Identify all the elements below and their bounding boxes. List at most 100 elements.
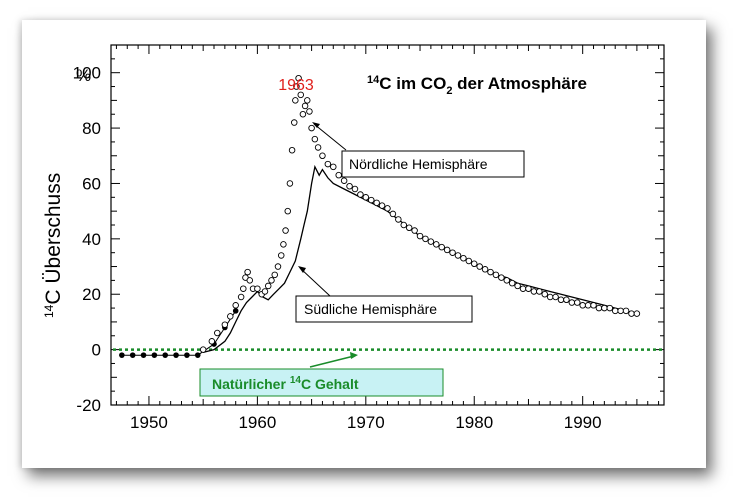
series-north-point — [584, 302, 592, 309]
series-north-point — [282, 227, 289, 234]
title-sup: 14 — [367, 74, 380, 86]
series-north-point — [367, 196, 375, 204]
series-north-point — [541, 290, 548, 298]
series-north-point — [346, 182, 353, 190]
y-axis-label-sup: 14 — [42, 304, 56, 318]
series-north-point — [314, 144, 322, 151]
series-north-point — [284, 207, 291, 215]
series-north-point — [232, 302, 239, 309]
series-north-point — [611, 307, 619, 315]
series-north-point — [595, 304, 603, 312]
series-north-point — [214, 329, 221, 337]
y-unit-label: % — [76, 66, 91, 85]
series-north-point — [297, 91, 305, 99]
y-tick-label: 60 — [82, 174, 101, 193]
series-north-point — [606, 304, 614, 312]
baseline-annotation-post: C Gehalt — [301, 376, 359, 392]
south-arrow-line — [299, 267, 331, 297]
series-north-point — [552, 293, 559, 301]
series-north-point — [438, 243, 445, 251]
series-north-point — [304, 97, 311, 104]
series-north-point — [574, 299, 581, 306]
series-north-point — [590, 302, 597, 309]
x-tick-label: 1970 — [347, 413, 385, 432]
baseline-annotation-box — [199, 368, 444, 397]
series-north-point — [443, 246, 451, 254]
axis-ticks — [111, 44, 664, 406]
peak-year-label: 1963 — [278, 77, 314, 94]
series-north-point — [416, 232, 424, 240]
series-north-point — [622, 307, 630, 315]
series-north-point — [295, 74, 302, 82]
title-pre: C im CO — [379, 74, 446, 93]
y-axis-label-text: C Überschuss — [42, 173, 65, 305]
series-early-point — [232, 308, 239, 314]
series-north-point — [395, 216, 402, 223]
x-tick-labels: 1950 1960 1970 1980 1990 — [130, 413, 602, 432]
y-tick-label: -20 — [76, 396, 101, 415]
series-north-point — [628, 310, 635, 317]
baseline-arrow-line — [309, 355, 355, 368]
series-north-point — [271, 271, 278, 279]
series-north-point — [237, 293, 245, 301]
series-north-point — [411, 227, 418, 234]
series-north-point — [301, 102, 309, 110]
y-tick-label: 40 — [82, 230, 101, 249]
series-north-point — [422, 235, 429, 243]
series-north-point — [454, 252, 462, 259]
series-north-point — [557, 296, 565, 304]
series-early-point — [119, 352, 125, 358]
series-north-point — [324, 160, 332, 168]
series-north-point — [465, 257, 473, 265]
north-annotation: Nördliche Hemisphäre — [349, 156, 488, 172]
series-north-point — [405, 224, 413, 232]
series-north-point — [199, 346, 207, 353]
south-annotation: Südliche Hemisphäre — [304, 301, 437, 317]
series-north-point — [508, 279, 516, 287]
plot-frame — [110, 44, 665, 406]
series-north-point — [208, 338, 216, 345]
series-north-point — [311, 135, 319, 143]
title-post: der Atmosphäre — [452, 74, 586, 93]
series-north-point — [274, 263, 282, 270]
south-arrow-head — [298, 266, 306, 273]
series-north-point — [601, 304, 608, 312]
series-north-point — [286, 180, 294, 187]
series-north-point — [308, 124, 315, 132]
y-tick-label: 0 — [92, 341, 101, 360]
series-north-point — [525, 285, 532, 292]
series-north-point — [373, 199, 380, 207]
x-tick-label: 1990 — [564, 413, 602, 432]
baseline-annotation-pre: Natürlicher — [212, 376, 290, 392]
x-tick-label: 1980 — [455, 413, 493, 432]
x-tick-label: 1950 — [130, 413, 168, 432]
series-early-point — [184, 352, 190, 358]
series-north-point — [563, 296, 570, 304]
series-north-point — [503, 277, 511, 284]
series-north-point — [449, 249, 456, 256]
series-north-point — [487, 268, 494, 276]
series-north-point — [335, 171, 342, 179]
series-north-point — [290, 119, 298, 126]
series-north-point — [221, 321, 229, 328]
series-north-point — [246, 277, 254, 284]
baseline-annotation-sup: 14 — [290, 375, 302, 386]
series-north-point — [617, 307, 624, 315]
series-north-point — [340, 177, 348, 184]
chart-title: 14C im CO2 der Atmosphäre — [367, 74, 587, 97]
series-north-point — [268, 277, 275, 284]
series-north-point — [633, 310, 641, 317]
x-tick-label: 1960 — [238, 413, 276, 432]
series-north-point — [389, 210, 397, 218]
series-group — [119, 74, 641, 358]
series-early-point — [140, 352, 147, 358]
series-north-point — [536, 288, 543, 295]
series-early-point — [173, 352, 179, 358]
series-north-point — [427, 238, 435, 245]
series-north-point — [288, 146, 296, 154]
baseline-annotation: Natürlicher 14C Gehalt — [212, 375, 359, 392]
series-north-point — [293, 83, 300, 90]
series-north-point — [357, 191, 364, 198]
series-north-point — [492, 271, 500, 279]
